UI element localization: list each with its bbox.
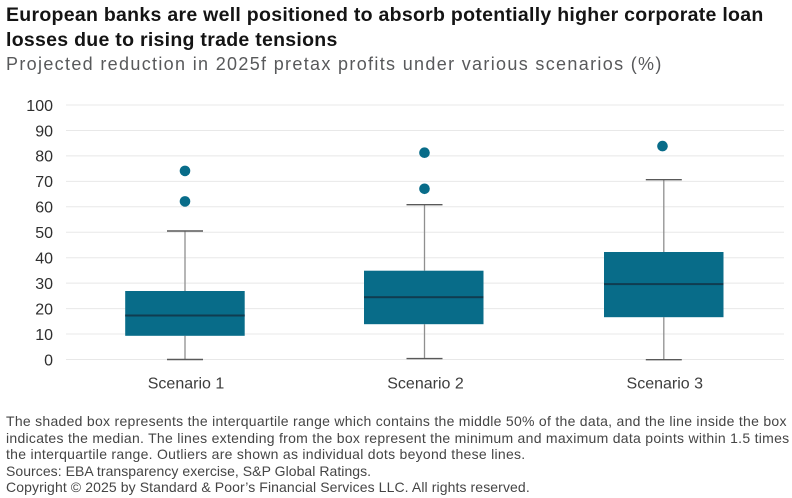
- svg-text:60: 60: [35, 200, 53, 217]
- svg-text:100: 100: [26, 98, 53, 115]
- svg-text:20: 20: [35, 301, 53, 318]
- svg-text:10: 10: [35, 327, 53, 344]
- svg-text:70: 70: [35, 174, 53, 191]
- svg-text:80: 80: [35, 149, 53, 166]
- svg-text:30: 30: [35, 276, 53, 293]
- svg-text:90: 90: [35, 123, 53, 140]
- svg-text:50: 50: [35, 225, 53, 242]
- svg-text:0: 0: [44, 352, 53, 369]
- svg-text:Scenario 3: Scenario 3: [627, 375, 704, 392]
- svg-text:Scenario 1: Scenario 1: [148, 375, 225, 392]
- svg-text:40: 40: [35, 251, 53, 268]
- svg-text:Scenario 2: Scenario 2: [387, 375, 464, 392]
